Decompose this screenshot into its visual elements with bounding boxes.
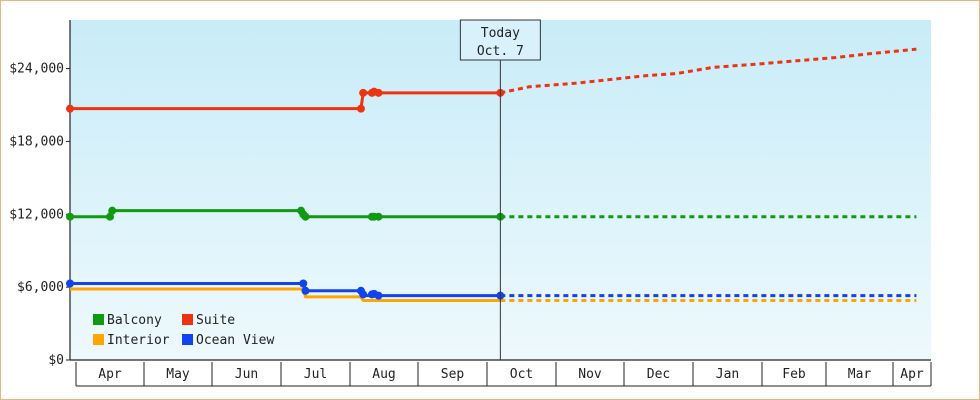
legend-label-ocean-view: Ocean View — [196, 333, 274, 348]
suite-data-point — [374, 88, 383, 97]
suite-data-point — [356, 104, 365, 113]
legend-swatch-ocean-view — [182, 334, 193, 345]
y-tick-label: $6,000 — [17, 280, 64, 295]
today-marker-label: Today — [481, 26, 520, 41]
x-tick-label: Jun — [235, 367, 258, 382]
legend-label-balcony: Balcony — [107, 313, 162, 328]
suite-data-point — [359, 88, 368, 97]
interior-history-line — [70, 287, 501, 302]
balcony-data-point — [374, 212, 383, 221]
legend-swatch-interior — [93, 334, 104, 345]
x-tick-label: Sep — [441, 367, 465, 382]
x-tick-label: Jul — [304, 367, 327, 382]
x-tick-label: Apr — [98, 367, 122, 382]
y-tick-label: $18,000 — [9, 134, 64, 149]
ocean-view-data-point — [374, 291, 383, 300]
x-tick-label: Nov — [578, 367, 602, 382]
ocean-view-data-point — [299, 279, 308, 288]
ocean-view-data-point — [359, 290, 368, 299]
legend-label-suite: Suite — [196, 313, 235, 328]
balcony-data-point — [108, 206, 117, 215]
y-tick-label: $24,000 — [9, 62, 64, 77]
today-marker-box — [459, 19, 541, 61]
today-marker-date: Oct. 7 — [477, 44, 524, 59]
ocean-view-history-line — [70, 282, 501, 298]
legend-label-interior: Interior — [107, 333, 170, 348]
x-tick-label: Aug — [372, 367, 395, 382]
suite-data-point — [66, 104, 74, 113]
x-tick-label: May — [166, 367, 190, 382]
x-tick-label: Dec — [647, 367, 670, 382]
ocean-view-data-point — [301, 286, 310, 295]
balcony-data-point — [66, 212, 74, 221]
y-tick-label: $0 — [48, 353, 64, 368]
balcony-data-point — [301, 212, 310, 221]
y-tick-label: $12,000 — [9, 207, 64, 222]
ocean-view-data-point — [66, 279, 74, 288]
balcony-data-point — [106, 212, 114, 221]
x-tick-label: Feb — [782, 367, 806, 382]
x-tick-label: Oct — [510, 367, 533, 382]
x-tick-label: Jan — [716, 367, 739, 382]
legend-swatch-suite — [182, 314, 193, 325]
legend-swatch-balcony — [93, 314, 104, 325]
suite-history-line — [70, 91, 501, 111]
x-tick-label: Mar — [848, 367, 872, 382]
x-tick-label: Apr — [900, 367, 924, 382]
